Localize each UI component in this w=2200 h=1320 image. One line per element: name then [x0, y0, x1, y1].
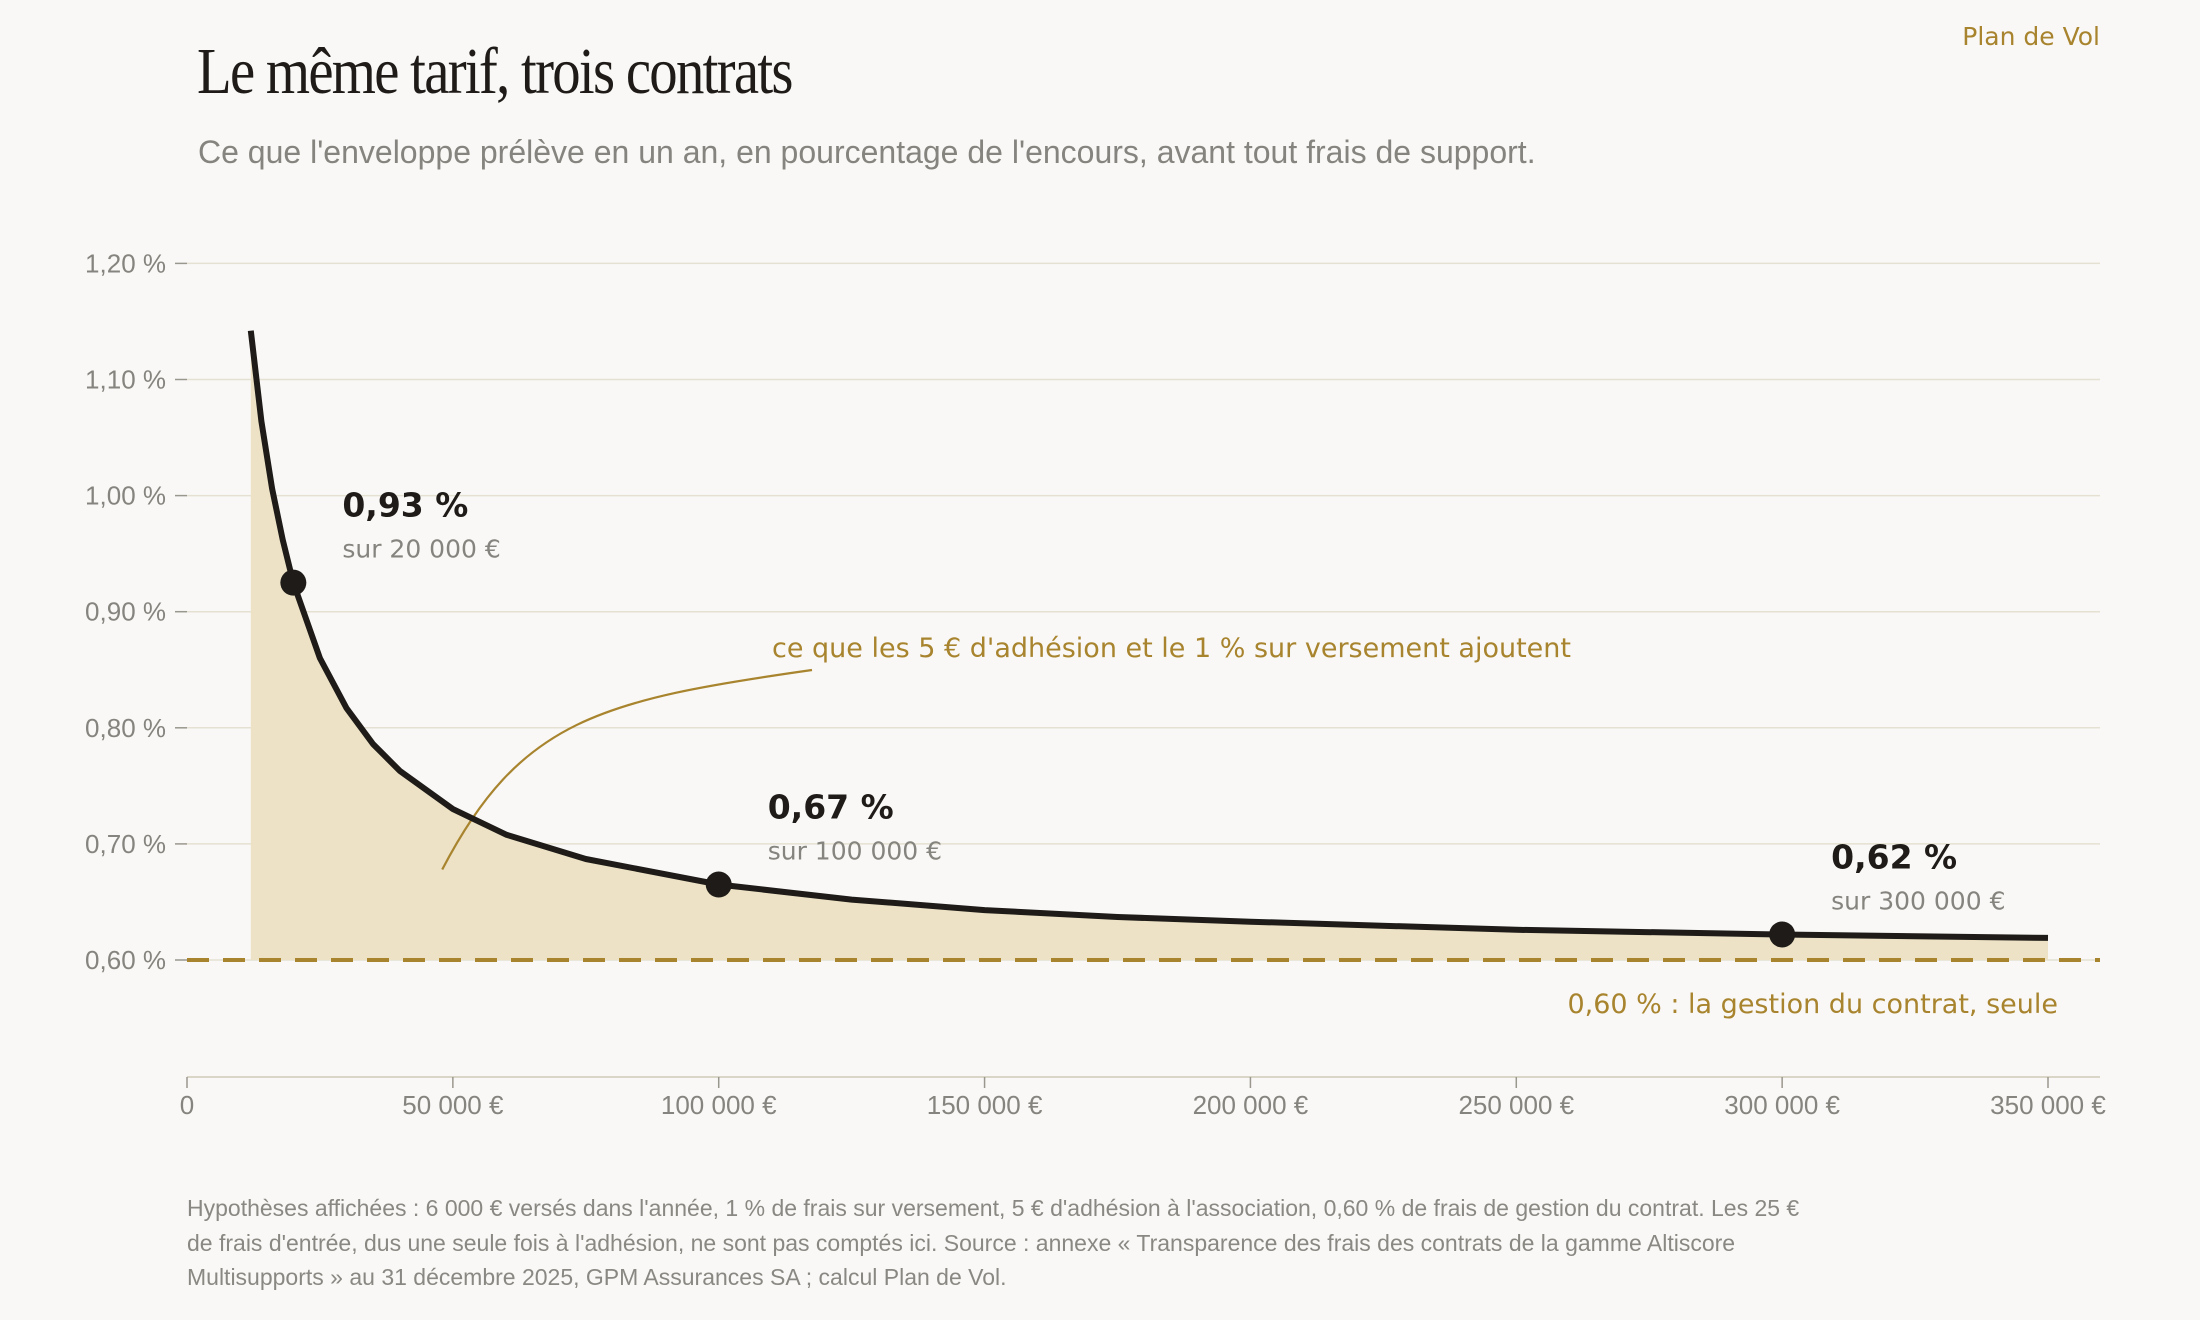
- highlight-point: [705, 871, 732, 898]
- highlight-sub-label: sur 20 000 €: [342, 535, 500, 564]
- y-tick-label: 0,80 %: [85, 713, 166, 743]
- y-tick-label: 1,20 %: [85, 248, 166, 278]
- highlight-value-label: 0,93 %: [342, 486, 468, 525]
- highlight-value-label: 0,67 %: [768, 788, 894, 827]
- x-tick-label: 250 000 €: [1458, 1090, 1574, 1120]
- x-tick-label: 300 000 €: [1724, 1090, 1840, 1120]
- highlight-points: 0,93 % sur 20 000 € 0,67 % sur 100 000 € 0,6…: [280, 486, 2005, 948]
- y-tick-label: 0,90 %: [85, 597, 166, 627]
- brand-label: Plan de Vol: [1962, 22, 2100, 51]
- highlight-sub-label: sur 300 000 €: [1831, 886, 2005, 915]
- x-tick-label: 200 000 €: [1193, 1090, 1309, 1120]
- x-tick-label: 0: [180, 1090, 194, 1120]
- highlight-point: [1769, 921, 1796, 948]
- cost-curve-line: [247, 330, 2049, 941]
- highlight-sub-label: sur 100 000 €: [768, 837, 942, 866]
- x-axis-ticks: 0 50 000 € 100 000 € 150 000 € 200 000 € 250 …: [180, 1077, 2106, 1120]
- y-tick-label: 0,60 %: [85, 945, 166, 975]
- x-tick-label: 350 000 €: [1990, 1090, 2106, 1120]
- annotation-text: ce que les 5 € d'adhésion et le 1 % sur …: [772, 633, 1571, 664]
- highlight-value-label: 0,62 %: [1831, 837, 1957, 876]
- y-axis-ticks: 0,60 % 0,70 % 0,80 % 0,90 % 1,00 % 1,10 % 1,20…: [85, 248, 187, 975]
- y-tick-label: 1,00 %: [85, 481, 166, 511]
- x-tick-label: 50 000 €: [402, 1090, 504, 1120]
- y-tick-label: 1,10 %: [85, 365, 166, 395]
- annotation-leader-line: [441, 668, 813, 871]
- chart-title: Le même tarif, trois contrats: [197, 35, 793, 108]
- highlight-point: [280, 569, 307, 596]
- baseline-label: 0,60 % : la gestion du contrat, seule: [1567, 989, 2058, 1020]
- y-tick-label: 0,70 %: [85, 829, 166, 859]
- chart-subtitle: Ce que l'enveloppe prélève en un an, en …: [198, 134, 1536, 170]
- surcharge-area: [250, 330, 2048, 960]
- footnote: Hypothèses affichées : 6 000 € versés da…: [187, 1195, 1800, 1290]
- x-tick-label: 150 000 €: [927, 1090, 1043, 1120]
- x-tick-label: 100 000 €: [661, 1090, 777, 1120]
